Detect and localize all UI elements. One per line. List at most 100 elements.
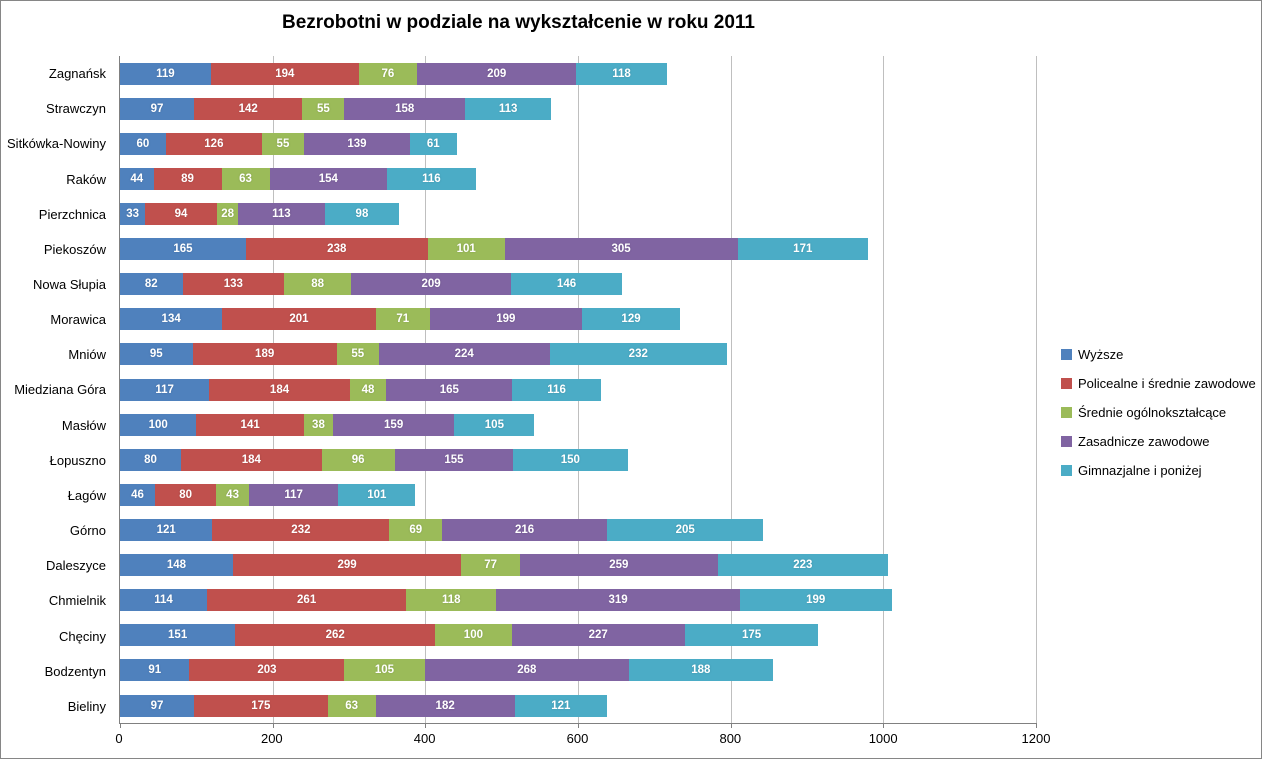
legend-item: Wyższe: [1061, 340, 1256, 369]
bar-segment: 121: [514, 694, 607, 717]
bar-segment: 305: [504, 238, 738, 261]
bar-segment: 61: [410, 132, 457, 155]
x-tick-label: 600: [566, 731, 589, 746]
bar-row: 46 80 43 117 101: [120, 477, 1036, 512]
bar-segment: 80: [155, 483, 217, 506]
category-label: Pierzchnica: [38, 206, 106, 222]
bar-value-label: 43: [226, 488, 239, 501]
bar-row: 33 94 28 113 98: [120, 196, 1036, 231]
category-label: Łagów: [67, 487, 106, 503]
bar-segment: 63: [221, 167, 270, 190]
bar-row: 117 184 48 165 116: [120, 372, 1036, 407]
bar-segment: 88: [284, 273, 352, 296]
gridline: [730, 56, 732, 723]
category-label: Miedziana Góra: [14, 382, 106, 398]
bar-segment: 189: [192, 343, 337, 366]
stacked-bar: 134 201 71 199 129: [120, 308, 1036, 331]
category-label: Piekoszów: [43, 241, 106, 257]
stacked-bar: 114 261 118 319 199: [120, 589, 1036, 612]
bar-segment: 209: [351, 273, 511, 296]
stacked-bar: 119 194 76 209 118: [120, 62, 1036, 85]
bar-value-label: 80: [179, 488, 193, 501]
bar-value-label: 238: [327, 243, 347, 256]
bar-row: 80 184 96 155 150: [120, 442, 1036, 477]
bar-value-label: 133: [223, 278, 243, 291]
bar-value-label: 96: [351, 453, 365, 466]
bar-segment: 89: [153, 167, 222, 190]
bar-segment: 194: [210, 62, 359, 85]
bar-segment: 232: [549, 343, 727, 366]
category-label: Zagnańsk: [48, 66, 106, 82]
bar-segment: 71: [375, 308, 430, 331]
bar-value-label: 141: [240, 418, 260, 431]
stacked-bar: 121 232 69 216 205: [120, 518, 1036, 541]
bar-value-label: 146: [556, 278, 577, 291]
category-label: Strawczyn: [46, 101, 106, 117]
bar-segment: 223: [717, 554, 888, 577]
bar-value-label: 142: [238, 102, 258, 115]
bar-value-label: 188: [691, 664, 711, 677]
bar-value-label: 117: [155, 383, 174, 396]
bar-value-label: 305: [611, 243, 631, 256]
stacked-bar: 165 238 101 305 171: [120, 238, 1036, 261]
category-label: Chęciny: [59, 628, 106, 644]
bar-value-label: 61: [426, 137, 440, 150]
bar-value-label: 63: [345, 699, 359, 712]
bar-value-label: 46: [131, 488, 144, 501]
bar-value-label: 148: [166, 559, 187, 572]
legend-label: Gimnazjalne i poniżej: [1078, 463, 1202, 478]
x-tick-label: 800: [719, 731, 742, 746]
bar-value-label: 184: [241, 453, 261, 466]
gridline: [1036, 56, 1037, 723]
bar-segment: 175: [194, 694, 328, 717]
category-axis: Zagnańsk Strawczyn Sitkówka-Nowiny Raków Pie…: [1, 56, 113, 724]
bar-segment: 146: [510, 273, 623, 296]
bar-row: 95 189 55 224 232: [120, 337, 1036, 372]
bar-segment: 43: [216, 483, 249, 506]
bar-value-label: 101: [456, 243, 476, 256]
bar-segment: 224: [378, 343, 550, 366]
category-label: Raków: [66, 171, 106, 187]
bar-value-label: 155: [444, 453, 464, 466]
x-tick-label: 0: [115, 731, 123, 746]
bar-value-label: 118: [612, 67, 631, 80]
bar-segment: 96: [321, 448, 395, 471]
bar-segment: 80: [120, 448, 182, 471]
bar-value-label: 33: [126, 207, 139, 220]
category-label: Sitkówka-Nowiny: [7, 136, 106, 152]
bar-segment: 188: [629, 659, 773, 682]
category-label: Daleszyce: [46, 558, 106, 574]
bar-segment: 101: [338, 483, 416, 506]
bar-value-label: 232: [291, 523, 311, 536]
stacked-bar: 91 203 105 268 188: [120, 659, 1036, 682]
bar-row: 165 238 101 305 171: [120, 232, 1036, 267]
bar-row: 114 261 118 319 199: [120, 583, 1036, 618]
bar-segment: 199: [429, 308, 582, 331]
bar-value-label: 299: [337, 559, 357, 572]
bar-value-label: 182: [435, 699, 455, 712]
bar-rows: 119 194 76 209 118 97 142 55 158 113 60 126 55 139 61 4…: [120, 56, 1036, 723]
bar-segment: 121: [120, 518, 213, 541]
category-label: Nowa Słupia: [33, 277, 106, 293]
bar-segment: 38: [303, 413, 333, 436]
bar-value-label: 224: [454, 348, 474, 361]
bar-segment: 100: [120, 413, 197, 436]
stacked-bar: 148 299 77 259 223: [120, 554, 1036, 577]
bar-value-label: 82: [144, 278, 158, 291]
bar-value-label: 216: [514, 523, 535, 536]
bar-segment: 129: [581, 308, 681, 331]
plot-area: 119 194 76 209 118 97 142 55 158 113 60 126 55 139 61 4…: [119, 56, 1037, 728]
bar-segment: 151: [120, 624, 236, 647]
bar-segment: 91: [120, 659, 190, 682]
stacked-bar: 95 189 55 224 232: [120, 343, 1036, 366]
bar-segment: 105: [344, 659, 425, 682]
category-label: Bieliny: [67, 698, 106, 714]
bar-value-label: 118: [441, 594, 461, 607]
axis-tick: [578, 723, 579, 728]
stacked-bar: 97 175 63 182 121: [120, 694, 1036, 717]
bar-segment: 97: [120, 97, 195, 120]
bar-value-label: 48: [361, 383, 375, 396]
bar-value-label: 88: [311, 278, 325, 291]
bar-segment: 158: [344, 97, 465, 120]
bar-segment: 116: [387, 167, 476, 190]
